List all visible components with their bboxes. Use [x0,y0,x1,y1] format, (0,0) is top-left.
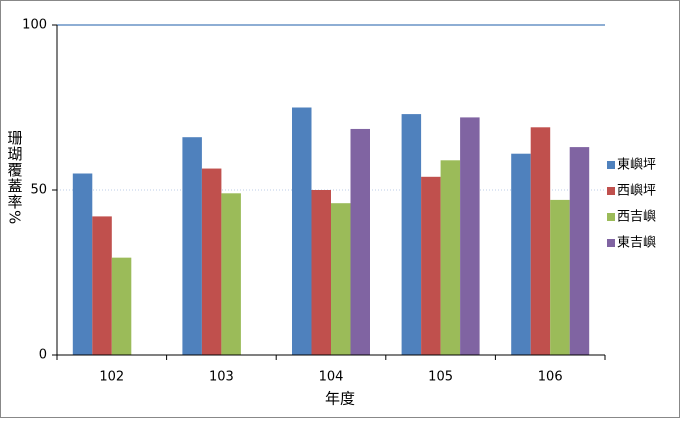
bar [221,193,241,355]
bar [292,107,312,355]
bar [550,199,570,355]
x-tick-label: 102 [99,370,124,385]
bar [182,137,202,355]
y-tick-label: 0 [39,348,47,363]
y-tick-label: 100 [22,18,47,33]
bar [401,114,422,355]
y-tick-label: 50 [30,183,47,198]
legend-swatch [607,187,615,195]
bar [350,128,370,355]
bar [201,168,222,355]
bar [460,117,480,356]
legend-label: 西吉嶼 [617,210,656,225]
bar [530,127,551,355]
bar [569,147,590,355]
x-tick-label: 103 [209,370,234,385]
legend-swatch [607,213,615,221]
bar [511,153,531,355]
bar [440,160,461,355]
legend-swatch [607,161,615,169]
legend-label: 東嶼坪 [617,157,656,173]
x-axis-label: 年度 [325,390,355,408]
bar [92,216,112,355]
legend-swatch [607,239,615,247]
legend-label: 東吉嶼 [617,235,656,251]
bar [421,176,441,355]
x-tick-label: 104 [319,370,344,385]
bar [111,257,132,355]
bar [311,190,331,355]
bar [72,173,93,355]
x-tick-label: 105 [428,370,453,385]
x-tick-label: 106 [538,370,563,385]
bar [331,203,351,355]
legend-label: 西嶼坪 [617,184,656,199]
y-axis-label: 珊瑚覆蓋率% [6,130,24,225]
